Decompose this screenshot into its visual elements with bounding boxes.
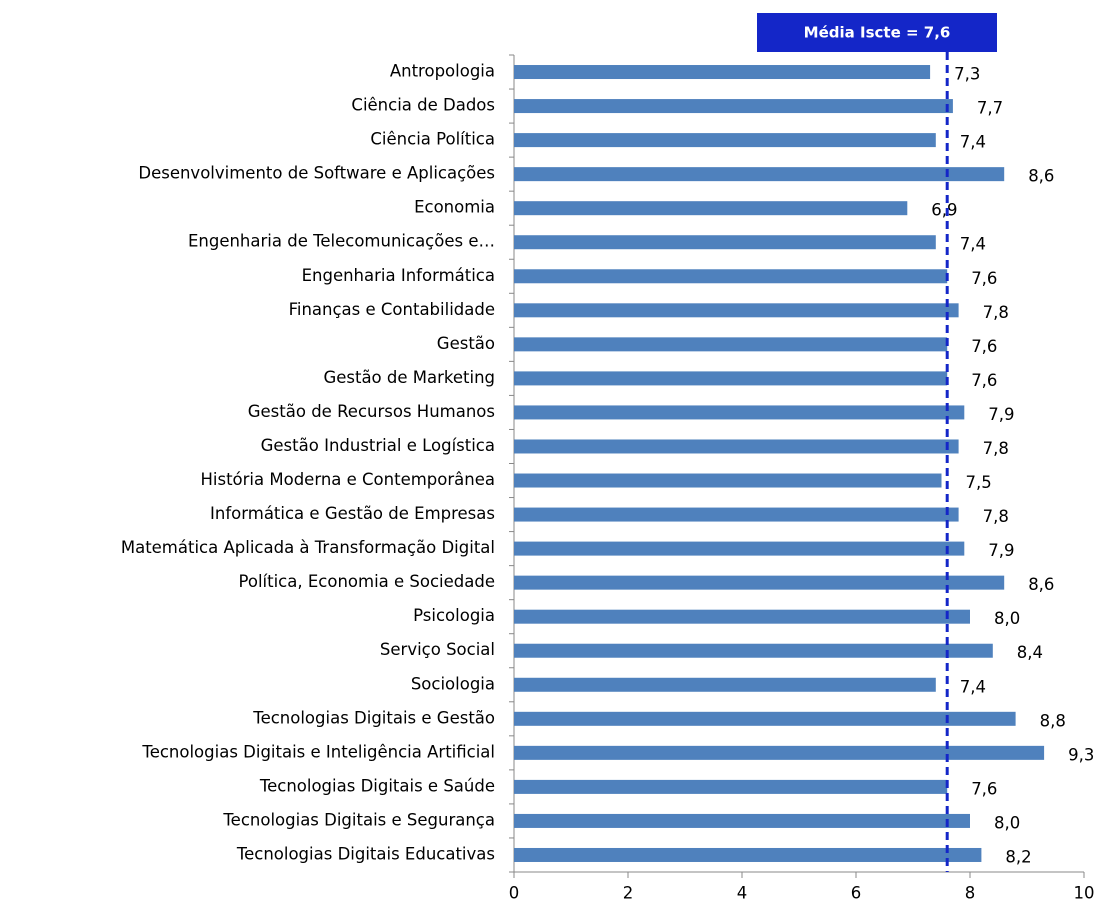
data-label: 6,9 xyxy=(931,201,957,220)
data-label: 7,8 xyxy=(983,439,1009,458)
x-tick-label: 2 xyxy=(623,884,634,903)
y-tick-label: Tecnologias Digitais e Inteligência Arti… xyxy=(141,742,495,761)
y-tick-label: Ciência de Dados xyxy=(351,96,495,115)
y-tick-label: Desenvolvimento de Software e Aplicações xyxy=(138,164,495,183)
y-tick-label: Antropologia xyxy=(390,62,495,81)
data-label: 7,6 xyxy=(971,337,997,356)
data-label: 8,6 xyxy=(1028,575,1054,594)
bar xyxy=(514,541,965,556)
bar xyxy=(514,711,1016,726)
x-tick-label: 8 xyxy=(965,884,976,903)
bar xyxy=(514,439,959,454)
bar xyxy=(514,65,931,80)
y-tick-label: Tecnologias Digitais e Gestão xyxy=(252,708,495,727)
annotation-box xyxy=(757,13,997,52)
y-tick-label: Tecnologias Digitais Educativas xyxy=(236,844,495,863)
data-label: 8,6 xyxy=(1028,167,1054,186)
bar xyxy=(514,779,948,794)
y-tick-label: Gestão Industrial e Logística xyxy=(261,436,495,455)
y-tick-label: História Moderna e Contemporânea xyxy=(201,470,496,489)
bar xyxy=(514,235,936,250)
data-label: 7,6 xyxy=(971,779,997,798)
bar xyxy=(514,337,948,352)
data-label: 8,8 xyxy=(1040,711,1066,730)
data-label: 7,4 xyxy=(960,677,986,696)
data-label: 7,9 xyxy=(988,541,1014,560)
y-tick-label: Psicologia xyxy=(413,606,495,625)
bar xyxy=(514,643,993,658)
bar xyxy=(514,405,965,420)
data-label: 7,3 xyxy=(954,65,980,84)
y-tick-label: Gestão de Recursos Humanos xyxy=(248,402,495,421)
data-label: 7,4 xyxy=(960,235,986,254)
data-label: 7,9 xyxy=(988,405,1014,424)
bar xyxy=(514,133,936,148)
data-label: 8,0 xyxy=(994,609,1020,628)
y-tick-label: Finanças e Contabilidade xyxy=(289,300,495,319)
y-tick-label: Sociologia xyxy=(411,674,495,693)
y-tick-label: Tecnologias Digitais e Segurança xyxy=(222,810,495,829)
annotation: Média Iscte = 7,6 xyxy=(804,24,951,42)
bar xyxy=(514,609,970,624)
data-label: 7,4 xyxy=(960,133,986,152)
bar xyxy=(514,575,1005,590)
y-tick-label: Informática e Gestão de Empresas xyxy=(210,504,495,523)
data-label: 8,4 xyxy=(1017,643,1043,662)
bar xyxy=(514,99,953,114)
bar xyxy=(514,847,982,862)
data-label: 9,3 xyxy=(1068,745,1094,764)
y-tick-label: Serviço Social xyxy=(380,640,495,659)
bar xyxy=(514,167,1005,182)
data-label: 7,5 xyxy=(966,473,992,492)
data-label: 7,6 xyxy=(971,269,997,288)
data-label: 7,6 xyxy=(971,371,997,390)
data-label: 7,8 xyxy=(983,507,1009,526)
x-tick-label: 0 xyxy=(509,884,520,903)
x-tick-label: 10 xyxy=(1074,884,1095,903)
data-label: 7,7 xyxy=(977,99,1003,118)
bar xyxy=(514,473,942,488)
y-tick-label: Política, Economia e Sociedade xyxy=(239,572,496,591)
y-tick-label: Ciência Política xyxy=(370,130,495,149)
y-tick-label: Tecnologias Digitais e Saúde xyxy=(259,776,495,795)
y-tick-label: Engenharia Informática xyxy=(302,266,495,285)
bar xyxy=(514,507,959,522)
x-tick-label: 6 xyxy=(851,884,862,903)
bar xyxy=(514,813,970,828)
y-tick-label: Gestão de Marketing xyxy=(323,368,495,387)
y-tick-label: Engenharia de Telecomunicações e… xyxy=(188,232,495,251)
y-tick-label: Matemática Aplicada à Transformação Digi… xyxy=(121,538,495,557)
data-label: 8,2 xyxy=(1005,847,1031,866)
bar xyxy=(514,371,948,386)
data-label: 7,8 xyxy=(983,303,1009,322)
y-tick-label: Gestão xyxy=(437,334,495,353)
bar xyxy=(514,303,959,318)
x-tick-label: 4 xyxy=(737,884,748,903)
bar xyxy=(514,677,936,692)
y-tick-label: Economia xyxy=(414,198,495,217)
bar xyxy=(514,745,1045,760)
bar xyxy=(514,201,908,216)
data-label: 8,0 xyxy=(994,813,1020,832)
bar xyxy=(514,269,948,284)
